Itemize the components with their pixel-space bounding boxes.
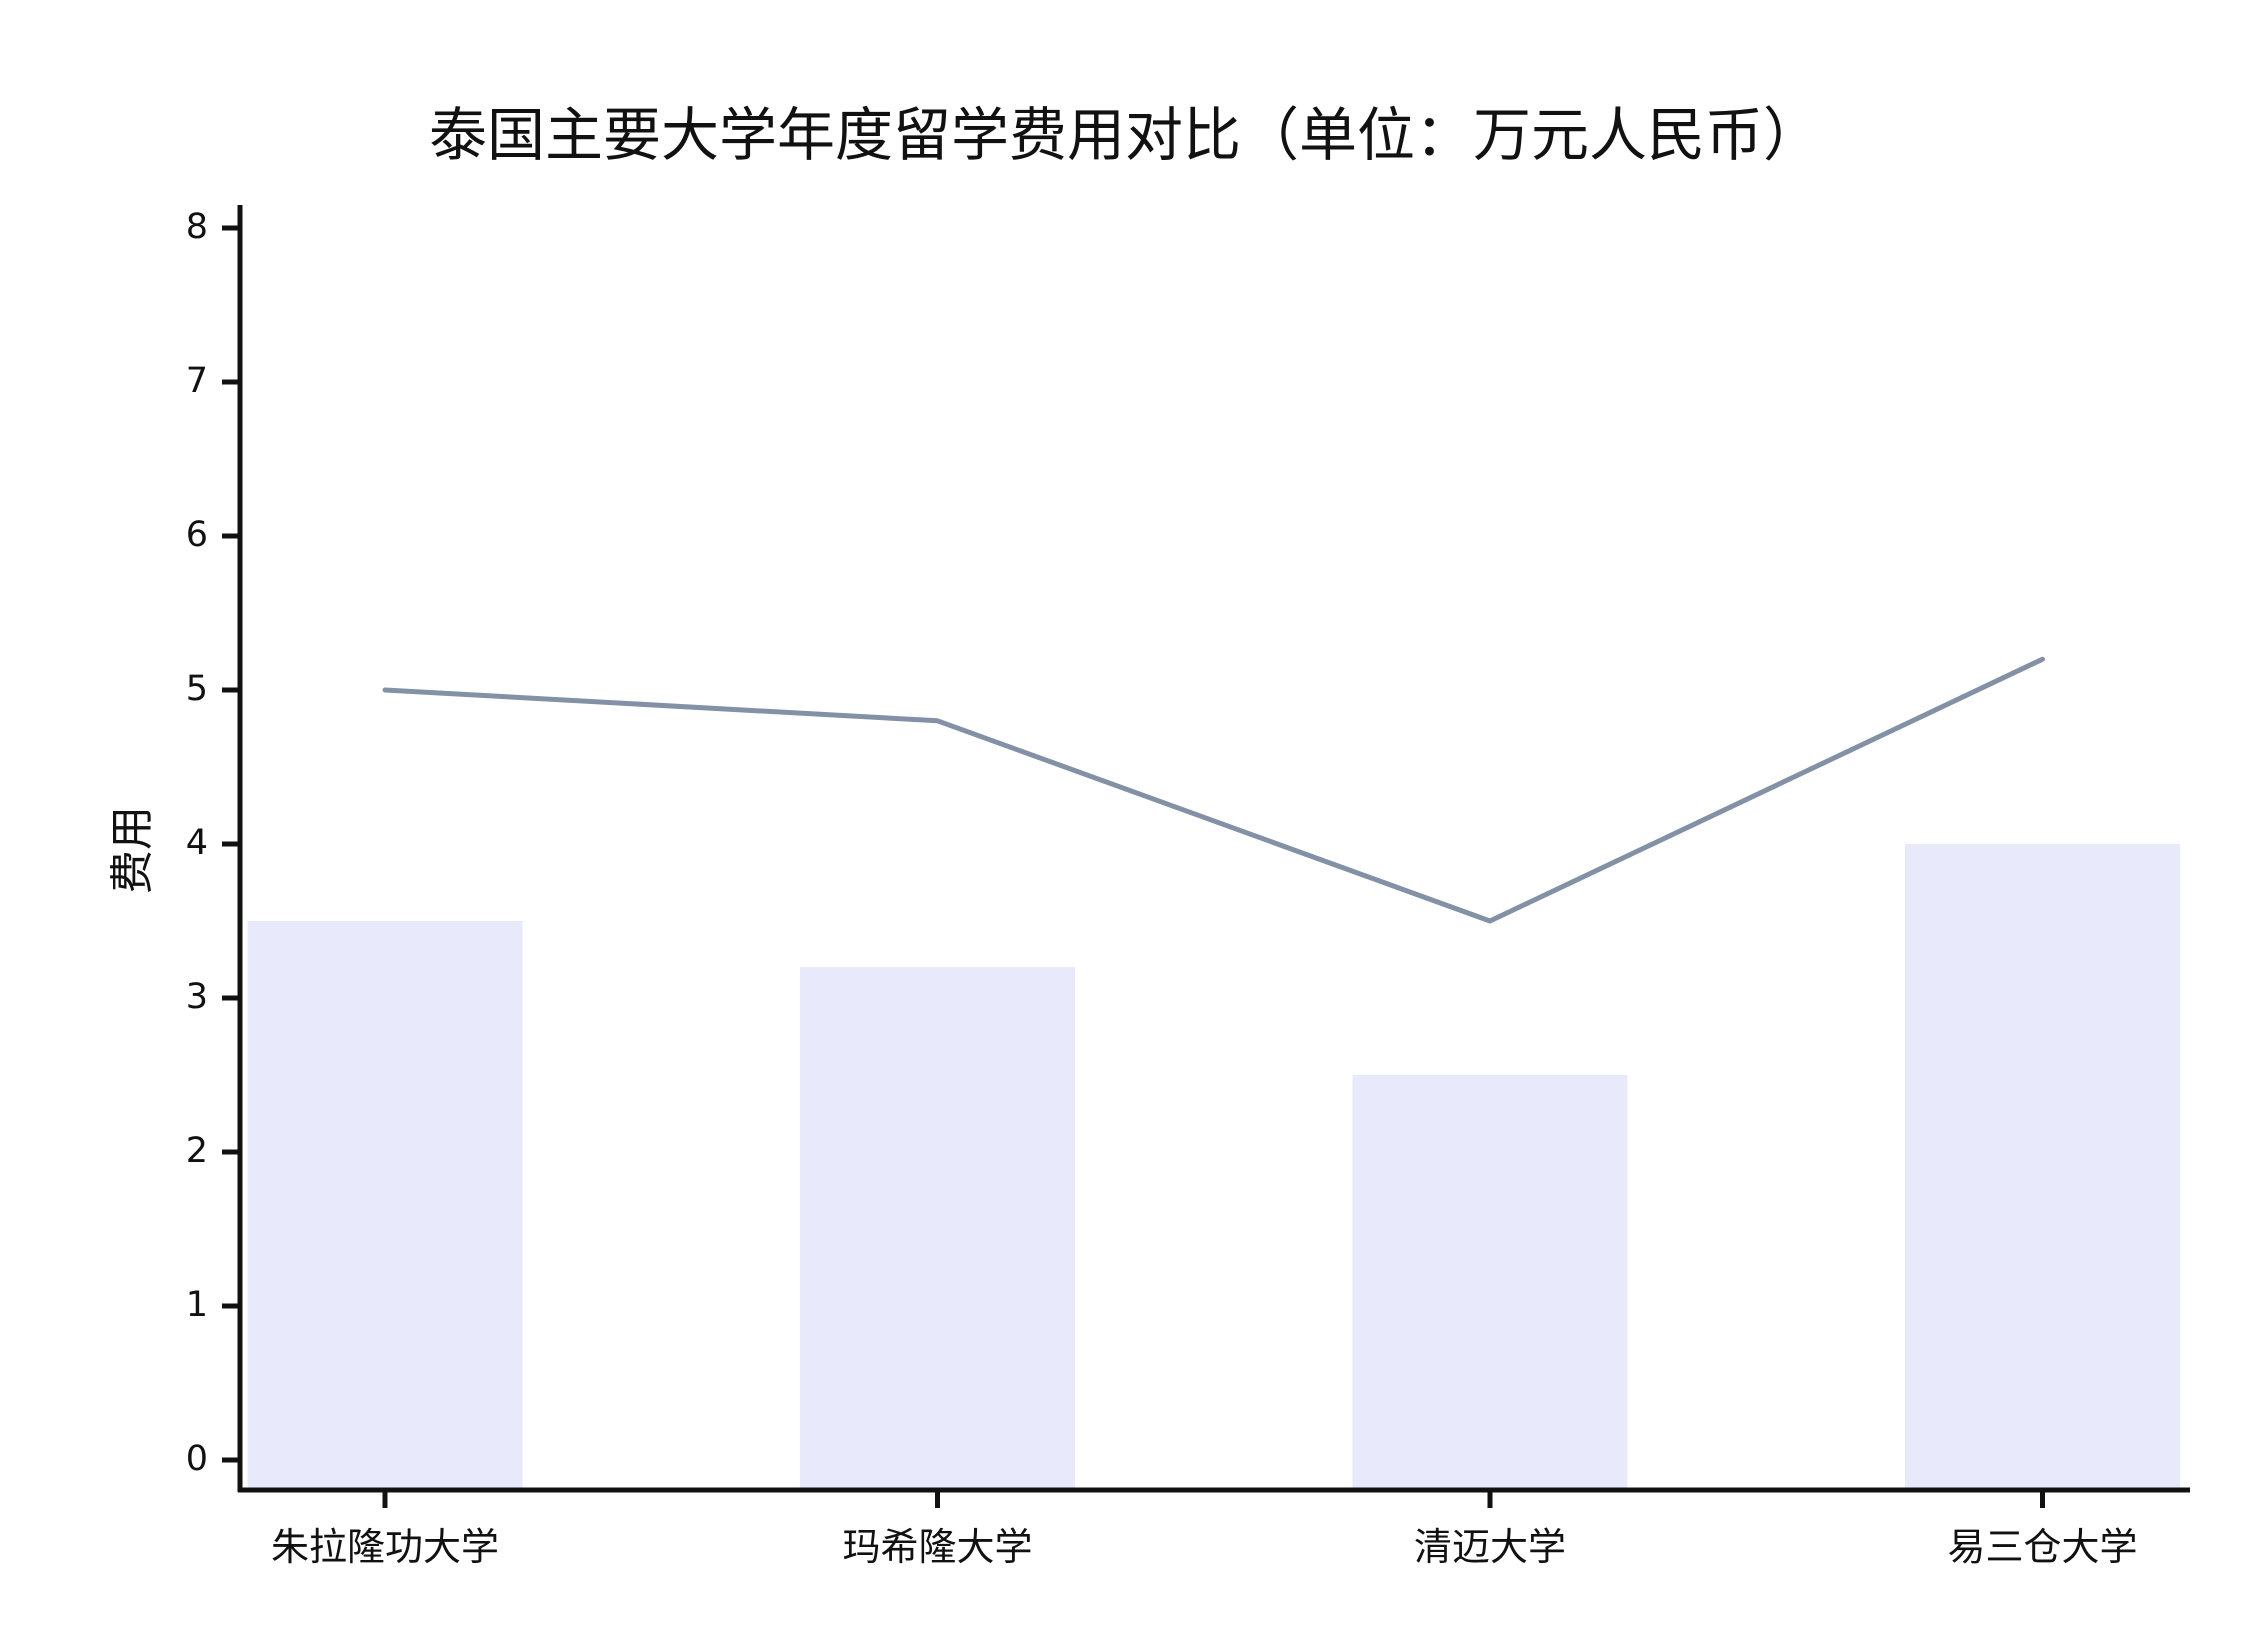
line-group	[382, 656, 2045, 924]
bar-3	[1352, 1075, 1628, 1488]
bar-group	[247, 844, 2180, 1488]
y-tick-group: 0 1 2 3 4 5 6 7 8	[186, 207, 240, 1479]
x-tick-group: 朱拉隆功大学 玛希隆大学 清迈大学 易三仓大学	[271, 1490, 2138, 1569]
x-tick-label-4: 易三仓大学	[1947, 1525, 2137, 1569]
y-tick-label-5: 5	[186, 669, 208, 709]
y-tick-label-3: 3	[186, 977, 208, 1017]
bar-1	[247, 921, 523, 1488]
y-tick-label-6: 6	[186, 515, 208, 555]
y-axis-label: 费用	[107, 806, 158, 894]
series-line	[382, 656, 2045, 924]
x-tick-label-3: 清迈大学	[1414, 1525, 1566, 1569]
y-tick-label-8: 8	[186, 207, 208, 247]
axes	[237, 205, 2190, 1493]
bar-2	[800, 967, 1075, 1488]
y-tick-label-0: 0	[186, 1439, 208, 1479]
y-tick-label-7: 7	[186, 361, 208, 401]
y-tick-label-1: 1	[186, 1285, 208, 1325]
chart-title: 泰国主要大学年度留学费用对比（单位：万元人民币）	[428, 101, 1821, 169]
x-tick-label-1: 朱拉隆功大学	[271, 1525, 499, 1569]
y-tick-label-4: 4	[186, 823, 208, 863]
bar-4	[1905, 844, 2180, 1488]
x-tick-label-2: 玛希隆大学	[842, 1525, 1032, 1569]
y-tick-label-2: 2	[186, 1131, 208, 1171]
